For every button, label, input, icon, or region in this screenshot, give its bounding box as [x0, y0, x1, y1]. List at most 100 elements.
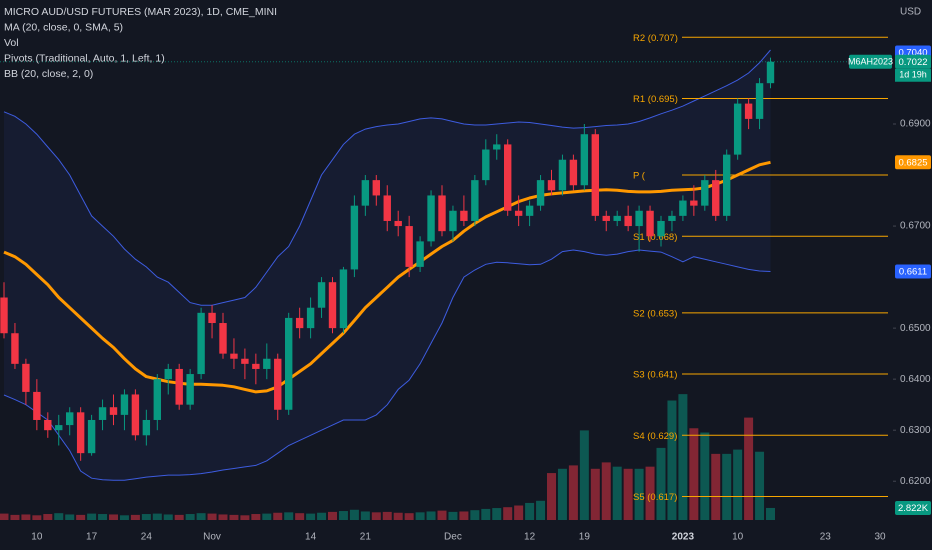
volume-bar	[43, 514, 53, 520]
candle-body	[306, 307, 315, 329]
volume-bar	[10, 514, 20, 520]
candle-body	[580, 134, 589, 186]
volume-bar	[711, 453, 721, 520]
pivot-label: R1 (0.695)	[633, 94, 678, 105]
candle-body	[405, 226, 413, 267]
candle-body	[657, 220, 665, 237]
candle-body	[295, 317, 304, 329]
x-tick-label: Dec	[444, 532, 462, 543]
volume-bar	[360, 511, 370, 520]
candle-body	[241, 358, 249, 364]
volume-bar	[722, 453, 732, 520]
volume-bar	[601, 462, 611, 520]
candle-body	[76, 412, 85, 454]
legend-item: Vol	[4, 37, 19, 49]
chart-title: MICRO AUD/USD FUTURES (MAR 2023), 1D, CM…	[4, 6, 277, 18]
volume-bar	[371, 512, 381, 520]
volume-bar	[744, 417, 754, 520]
volume-bar	[689, 428, 699, 520]
volume-bar	[251, 514, 261, 520]
volume-bar	[415, 512, 425, 520]
candle-body	[317, 282, 326, 308]
pivot-label: S3 (0.641)	[633, 370, 677, 381]
candle-body	[602, 215, 610, 221]
price-tag-label: 0.7040	[898, 48, 927, 59]
volume-bar	[240, 515, 250, 520]
candle-body	[208, 312, 216, 324]
y-tick-label: 0.6500	[900, 323, 931, 334]
candle-body	[164, 368, 172, 380]
candle-body	[285, 317, 293, 410]
volume-bar	[645, 466, 655, 520]
volume-bar	[579, 430, 589, 520]
axis-layer: USD 0.6200 0.6300 0.6400 0.6500 0.6700 0.6900…	[31, 7, 931, 543]
volume-bar	[590, 468, 600, 520]
volume-bar	[54, 513, 64, 520]
candle-body	[613, 215, 621, 221]
candle-body	[142, 419, 151, 436]
volume-bar	[21, 514, 31, 520]
volume-bar	[338, 511, 348, 520]
volume-bar	[448, 511, 458, 520]
volume-bar	[218, 514, 228, 520]
volume-bar	[76, 514, 86, 520]
candle-body	[87, 419, 96, 454]
bb-lower	[3, 249, 771, 481]
volume-bar	[656, 447, 666, 520]
plot-layer	[0, 57, 775, 461]
candle-body	[723, 154, 731, 216]
volume-bar	[525, 502, 535, 520]
price-tag-label: 0.6611	[899, 266, 927, 277]
volume-bar	[568, 465, 578, 520]
volume-bar	[470, 510, 480, 520]
symbol-tag	[849, 54, 892, 69]
volume-bar	[382, 511, 392, 520]
x-tick-label: 24	[141, 532, 153, 543]
candle-body	[744, 103, 753, 119]
x-tick-label: 12	[524, 532, 536, 543]
candle-body	[591, 134, 599, 216]
candle-body	[471, 180, 479, 221]
pivot-label: S5 (0.617)	[633, 492, 677, 503]
candle-body	[175, 368, 183, 405]
pivot-label: S2 (0.653)	[633, 308, 677, 319]
candle-body	[766, 61, 775, 84]
volume-bar	[393, 512, 403, 520]
x-tick-label: 30	[874, 532, 886, 543]
candle-body	[230, 353, 238, 359]
candle-body	[22, 363, 30, 392]
candle-body	[372, 180, 380, 196]
candle-body	[547, 180, 556, 191]
y-tick-label: 0.6200	[900, 476, 931, 487]
volume-bar	[196, 513, 206, 520]
volume-bar	[185, 514, 195, 520]
candle-body	[0, 297, 8, 334]
candle-body	[646, 210, 654, 237]
volume-bar	[437, 510, 447, 520]
legend-item: MA (20, close, 0, SMA, 5)	[4, 21, 123, 33]
bb-fill	[4, 50, 771, 481]
legend-item: BB (20, close, 2, 0)	[4, 68, 93, 80]
volume-bar	[98, 514, 108, 520]
volume-bar	[426, 511, 436, 520]
price-tag	[895, 54, 931, 69]
y-tick-label: 0.6700	[900, 221, 931, 232]
candle-body	[328, 282, 337, 329]
candle-body	[624, 215, 632, 227]
volume-bar	[536, 500, 546, 520]
candle-body	[153, 379, 161, 420]
candle-body	[712, 180, 720, 216]
candle-body	[504, 144, 512, 211]
candle-body	[690, 200, 698, 206]
volume-bar	[119, 515, 129, 520]
symbol-tag-label: M6AH2023	[848, 57, 893, 67]
candle-body	[755, 83, 764, 119]
volume-bar	[273, 512, 283, 520]
volume-bar	[87, 513, 97, 520]
candle-body	[514, 210, 523, 216]
candle-body	[44, 419, 52, 431]
candle-body	[394, 220, 402, 227]
volume-bar	[284, 512, 294, 520]
volume-bar	[404, 513, 414, 520]
volume-bar	[349, 509, 359, 520]
